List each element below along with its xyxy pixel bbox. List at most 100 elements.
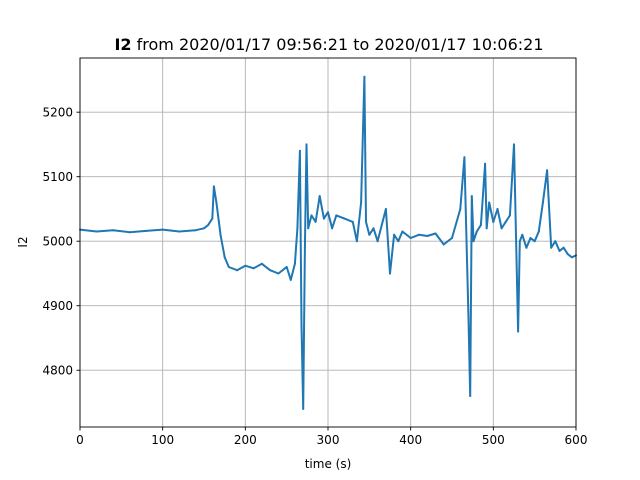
data-point xyxy=(451,237,453,239)
data-point xyxy=(541,201,544,204)
data-point xyxy=(475,230,478,233)
y-tick-label: 5100 xyxy=(42,170,73,184)
data-point xyxy=(517,330,520,333)
data-point xyxy=(203,227,205,230)
data-point xyxy=(488,201,491,204)
data-point xyxy=(227,266,230,268)
chart-title-rest: from 2020/01/17 09:56:21 to 2020/01/17 1… xyxy=(132,35,544,54)
data-point xyxy=(112,229,115,232)
data-point xyxy=(558,249,561,252)
data-point xyxy=(215,201,218,204)
data-point xyxy=(360,201,363,204)
data-point xyxy=(365,220,367,223)
data-point xyxy=(331,227,334,230)
data-point xyxy=(566,253,569,256)
data-point xyxy=(533,240,536,243)
data-point xyxy=(128,231,131,234)
data-point xyxy=(217,220,220,223)
data-point xyxy=(479,224,482,227)
data-point xyxy=(303,246,306,249)
series-layer xyxy=(79,75,577,410)
data-point xyxy=(470,195,473,198)
data-point xyxy=(434,232,437,235)
data-point xyxy=(472,240,475,243)
data-point xyxy=(397,240,400,243)
x-axis-label: time (s) xyxy=(305,457,352,471)
data-point xyxy=(372,227,375,230)
x-tick-label: 0 xyxy=(76,433,84,447)
x-tick-label: 300 xyxy=(317,433,340,447)
data-point xyxy=(484,162,487,165)
y-tick-label: 5200 xyxy=(42,106,73,120)
data-point xyxy=(389,272,391,275)
data-point xyxy=(207,224,210,227)
data-point xyxy=(508,214,511,217)
data-point xyxy=(562,246,565,249)
data-point xyxy=(376,240,379,243)
data-point xyxy=(302,407,305,410)
data-point xyxy=(260,262,263,265)
y-axis-label: I2 xyxy=(16,236,30,247)
data-point xyxy=(355,240,358,243)
data-point xyxy=(289,278,292,281)
data-point xyxy=(368,233,371,236)
data-point xyxy=(219,233,222,236)
x-tick-label: 500 xyxy=(482,433,505,447)
data-point xyxy=(314,220,317,223)
data-point xyxy=(211,217,214,220)
data-point xyxy=(459,208,462,210)
data-point xyxy=(277,272,280,275)
data-point xyxy=(409,237,412,239)
data-point xyxy=(327,211,329,214)
y-tick-label: 4800 xyxy=(42,364,73,378)
data-point xyxy=(343,217,346,220)
data-point xyxy=(550,246,553,249)
data-point xyxy=(546,169,549,172)
grid-lines xyxy=(79,58,577,427)
data-point xyxy=(417,233,420,236)
data-point xyxy=(212,185,215,188)
data-point xyxy=(318,195,321,198)
y-tick-label: 4900 xyxy=(42,299,73,313)
x-tick-label: 400 xyxy=(399,433,422,447)
data-point xyxy=(178,230,181,233)
data-point xyxy=(521,233,524,236)
data-point xyxy=(269,269,272,272)
data-point xyxy=(363,75,366,78)
data-point xyxy=(305,143,308,146)
data-point xyxy=(252,267,255,270)
data-point xyxy=(513,143,515,146)
data-point xyxy=(298,149,301,152)
data-point xyxy=(570,256,573,259)
data-point xyxy=(496,208,499,210)
data-point xyxy=(296,227,299,230)
data-point xyxy=(518,240,521,243)
data-point xyxy=(384,208,387,210)
data-point xyxy=(285,266,288,268)
x-tick-label: 600 xyxy=(565,433,588,447)
data-point xyxy=(463,156,466,159)
data-point xyxy=(310,214,313,217)
chart-title-bold: I2 xyxy=(114,35,131,54)
data-point xyxy=(300,324,303,327)
x-tick-label: 200 xyxy=(234,433,257,447)
data-point xyxy=(492,220,495,223)
data-point xyxy=(145,229,148,232)
data-point xyxy=(500,227,503,230)
data-point xyxy=(194,229,197,232)
data-point xyxy=(442,243,445,246)
data-point xyxy=(529,237,532,239)
data-point xyxy=(244,264,247,267)
data-point xyxy=(469,395,472,397)
data-point xyxy=(223,256,226,259)
data-point xyxy=(426,235,429,237)
data-point xyxy=(307,227,310,230)
y-tick-label: 5000 xyxy=(42,235,73,249)
data-point xyxy=(467,317,470,320)
data-point xyxy=(393,233,396,236)
data-point xyxy=(95,230,98,233)
data-point xyxy=(236,269,239,272)
data-point xyxy=(351,220,354,223)
